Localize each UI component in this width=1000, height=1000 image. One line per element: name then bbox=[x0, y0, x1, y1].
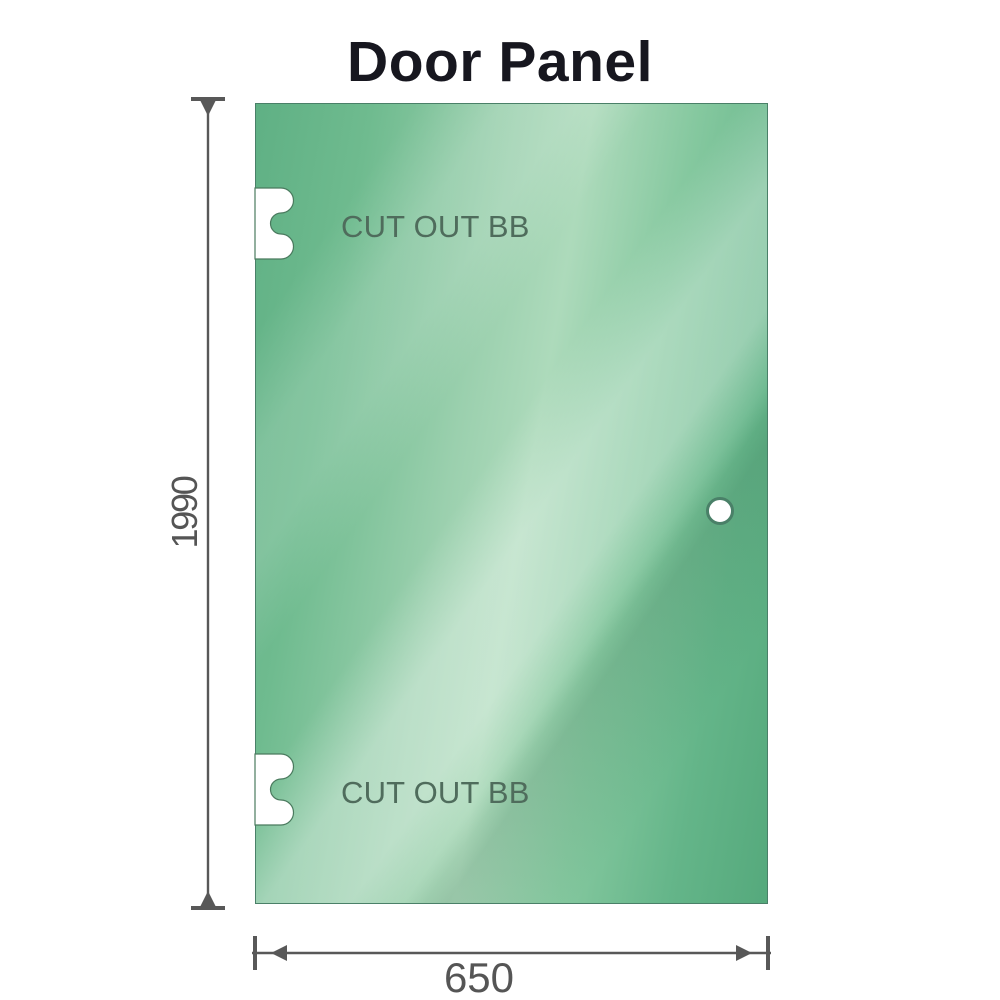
svg-text:1990: 1990 bbox=[164, 476, 205, 548]
svg-text:CUT OUT BB: CUT OUT BB bbox=[341, 775, 530, 810]
svg-text:650: 650 bbox=[444, 954, 514, 1000]
svg-text:CUT OUT BB: CUT OUT BB bbox=[341, 209, 530, 244]
